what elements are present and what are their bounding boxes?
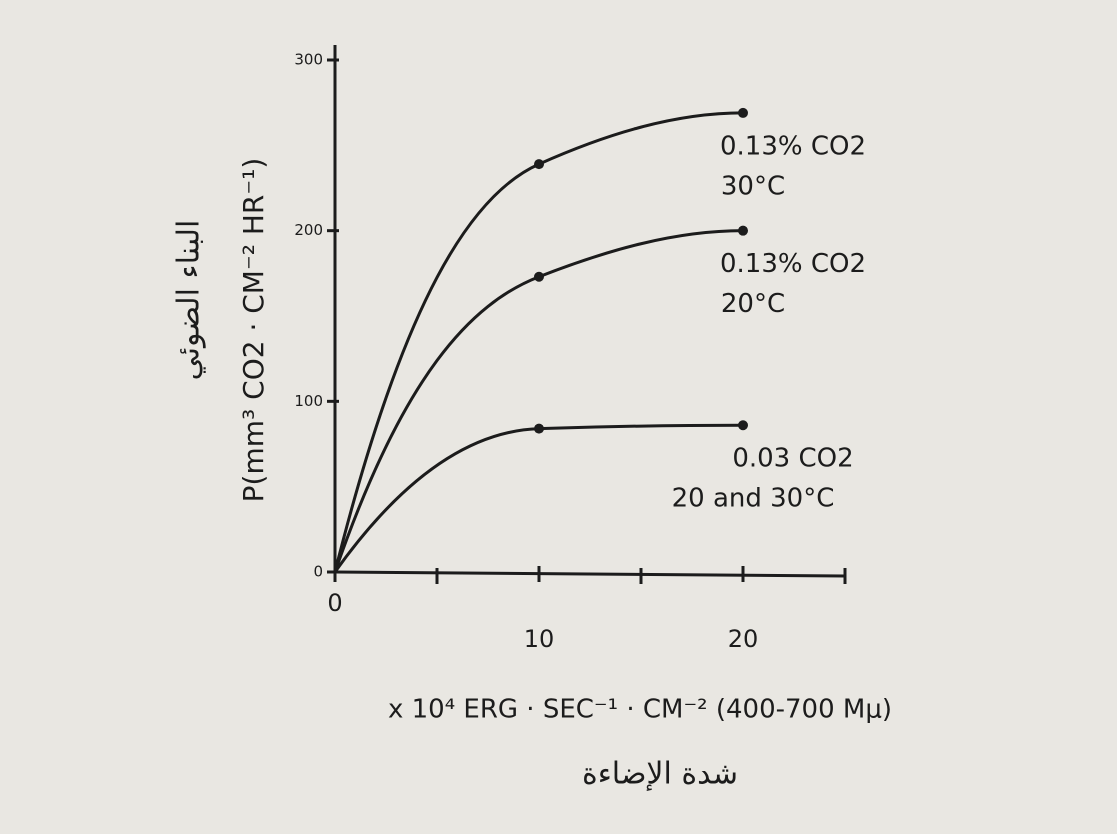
x-tick-label: 10	[524, 625, 555, 653]
y-tick-label: 0	[313, 563, 323, 581]
x-tick-label: 20	[728, 625, 759, 653]
data-point	[738, 108, 748, 118]
y-tick-label: 200	[294, 221, 323, 239]
data-point	[738, 226, 748, 236]
chart: P(mm³ CO2 · CM⁻² HR⁻¹) البناء الضوئي x 1…	[0, 0, 1117, 834]
curve-label: 30°C	[721, 171, 785, 201]
data-point	[534, 272, 544, 282]
y-axis-label: P(mm³ CO2 · CM⁻² HR⁻¹)	[237, 158, 270, 503]
curve-label: 0.03 CO2	[732, 444, 853, 474]
data-point	[534, 424, 544, 434]
x-tick-label: 0	[327, 589, 342, 617]
x-axis-label-arabic: شدة الإضاءة	[582, 757, 738, 792]
curve-label: 20°C	[721, 289, 785, 319]
data-point	[534, 159, 544, 169]
curve-label: 0.13% CO2	[720, 249, 866, 279]
y-axis-label-arabic: البناء الضوئي	[172, 220, 207, 381]
x-axis-label: x 10⁴ ERG · SEC⁻¹ · CM⁻² (400-700 Mμ)	[388, 695, 892, 725]
y-tick-label: 300	[294, 51, 323, 69]
data-point	[738, 420, 748, 430]
y-tick-label: 100	[294, 392, 323, 410]
curve-label: 20 and 30°C	[672, 484, 835, 514]
curve-label: 0.13% CO2	[720, 131, 866, 161]
